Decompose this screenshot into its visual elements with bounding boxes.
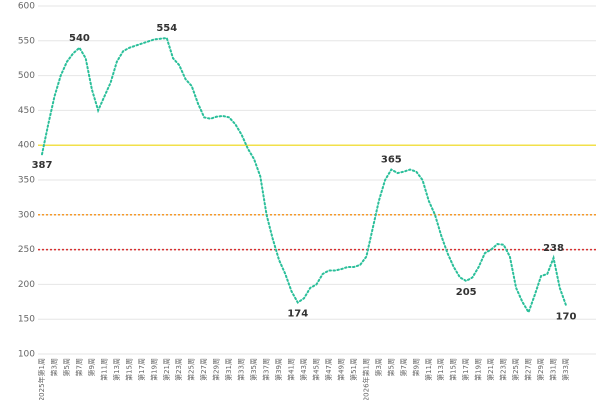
x-tick-label: 第23周 bbox=[499, 358, 508, 381]
x-tick-label: 第9周 bbox=[87, 358, 96, 376]
value-label: 365 bbox=[381, 155, 402, 166]
y-tick-label: 350 bbox=[18, 176, 35, 186]
value-label: 554 bbox=[156, 23, 177, 34]
x-tick-label: 第5周 bbox=[386, 358, 395, 376]
x-tick-label: 第31周 bbox=[224, 358, 233, 381]
x-tick-label: 第35周 bbox=[249, 358, 258, 381]
y-tick-label: 450 bbox=[18, 106, 35, 116]
y-tick-label: 550 bbox=[18, 36, 35, 46]
x-tick-label: 第3周 bbox=[374, 358, 383, 376]
x-tick-label: 第31周 bbox=[549, 358, 558, 381]
x-tick-label: 第21周 bbox=[162, 358, 171, 381]
x-tick-label: 第13周 bbox=[436, 358, 445, 381]
x-tick-label: 第7周 bbox=[399, 358, 408, 376]
x-tick-label: 第29周 bbox=[536, 358, 545, 381]
x-tick-label: 第11周 bbox=[99, 358, 108, 381]
x-tick-label: 第7周 bbox=[74, 358, 83, 376]
x-tick-label: 第15周 bbox=[124, 358, 133, 381]
x-tick-label: 第19周 bbox=[474, 358, 483, 381]
x-tick-label: 第33周 bbox=[237, 358, 246, 381]
x-tick-label: 第47周 bbox=[324, 358, 333, 381]
value-label: 238 bbox=[543, 243, 564, 254]
series-line bbox=[41, 36, 567, 315]
value-label: 540 bbox=[69, 33, 90, 44]
y-tick-label: 200 bbox=[18, 280, 35, 290]
x-tick-label: 第13周 bbox=[112, 358, 121, 381]
x-tick-label: 第17周 bbox=[461, 358, 470, 381]
x-tick-label: 第3周 bbox=[49, 358, 58, 376]
x-tick-label: 第23周 bbox=[174, 358, 183, 381]
x-tick-label: 第49周 bbox=[336, 358, 345, 381]
x-tick-label: 第21周 bbox=[486, 358, 495, 381]
x-tick-label: 第15周 bbox=[449, 358, 458, 381]
x-tick-label: 2025年第1周 bbox=[37, 358, 46, 400]
y-tick-label: 500 bbox=[18, 71, 35, 81]
x-tick-label: 第25周 bbox=[187, 358, 196, 381]
x-tick-label: 第45周 bbox=[311, 358, 320, 381]
y-tick-label: 100 bbox=[18, 350, 35, 360]
y-tick-label: 300 bbox=[18, 210, 35, 220]
x-tick-label: 第5周 bbox=[62, 358, 71, 376]
x-tick-label: 第29周 bbox=[212, 358, 221, 381]
y-tick-label: 600 bbox=[18, 2, 35, 12]
x-tick-label: 第51周 bbox=[349, 358, 358, 381]
x-tick-label: 第33周 bbox=[561, 358, 570, 381]
x-tick-label: 第11周 bbox=[424, 358, 433, 381]
x-tick-label: 第25周 bbox=[511, 358, 520, 381]
value-label: 387 bbox=[32, 160, 53, 171]
x-tick-label: 第41周 bbox=[287, 358, 296, 381]
x-tick-label: 第27周 bbox=[524, 358, 533, 381]
x-tick-label: 第27周 bbox=[199, 358, 208, 381]
y-tick-label: 250 bbox=[18, 245, 35, 255]
x-tick-label: 第17周 bbox=[137, 358, 146, 381]
x-tick-label: 2026年第1周 bbox=[361, 358, 370, 400]
value-label: 170 bbox=[556, 311, 577, 322]
value-label: 205 bbox=[456, 287, 477, 298]
value-label: 174 bbox=[287, 308, 308, 319]
y-tick-label: 150 bbox=[18, 315, 35, 325]
x-tick-label: 第37周 bbox=[262, 358, 271, 381]
y-tick-label: 400 bbox=[18, 141, 35, 151]
x-tick-label: 第19周 bbox=[149, 358, 158, 381]
x-tick-label: 第9周 bbox=[411, 358, 420, 376]
x-tick-label: 第43周 bbox=[299, 358, 308, 381]
x-tick-label: 第39周 bbox=[274, 358, 283, 381]
